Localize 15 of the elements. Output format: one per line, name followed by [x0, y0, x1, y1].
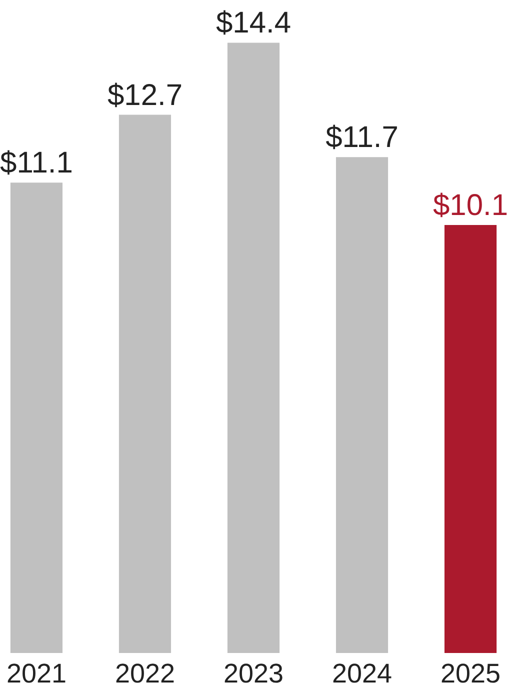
bar — [444, 224, 497, 653]
x-tick-label: 2022 — [114, 658, 176, 688]
x-tick-label: 2021 — [6, 658, 67, 688]
x-tick-label: 2023 — [223, 658, 284, 688]
bar — [227, 42, 280, 653]
bar — [10, 182, 63, 653]
bar — [118, 114, 172, 653]
data-label: $11.7 — [326, 121, 398, 154]
data-label: $10.1 — [432, 188, 508, 222]
data-label: $12.7 — [107, 78, 183, 112]
x-tick-label: 2024 — [332, 658, 392, 688]
data-label: $14.4 — [216, 6, 292, 40]
bar — [336, 157, 388, 653]
data-label: $11.1 — [0, 146, 73, 180]
x-tick-label: 2025 — [440, 658, 501, 688]
